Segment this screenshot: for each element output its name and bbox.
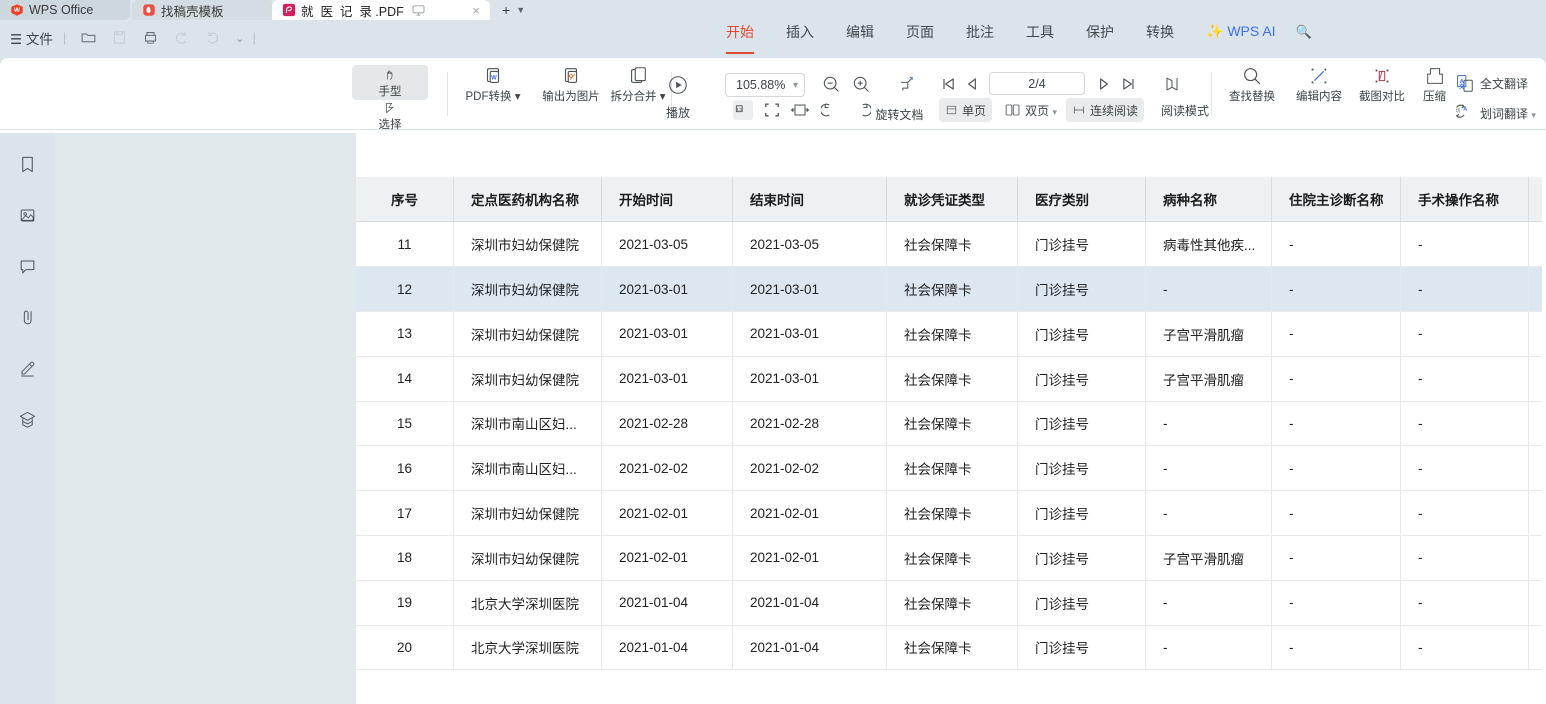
svg-text:W: W — [14, 7, 21, 14]
svg-text:切: 切 — [1456, 107, 1461, 114]
svg-text:A: A — [1463, 106, 1467, 112]
